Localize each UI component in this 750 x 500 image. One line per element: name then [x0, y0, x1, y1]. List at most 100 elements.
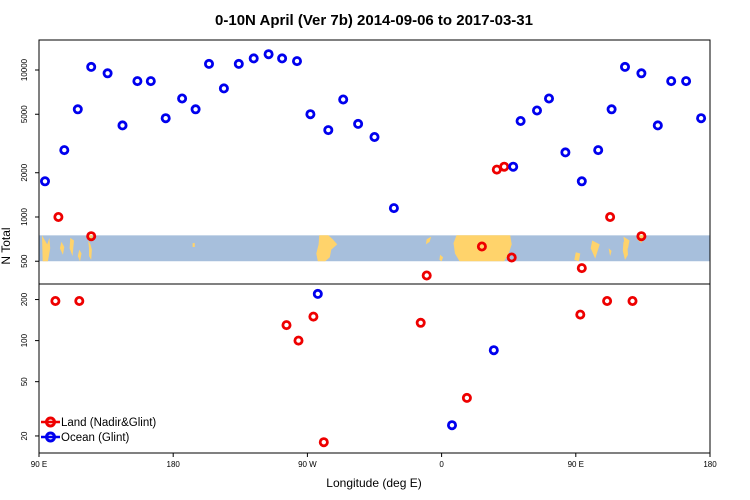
ocean-point [606, 104, 617, 115]
land-point [461, 392, 472, 403]
map-ocean-band [39, 235, 710, 262]
land-point [318, 437, 329, 448]
ocean-point [369, 131, 380, 142]
ocean-point [353, 118, 364, 129]
ocean-point [145, 76, 156, 87]
map-land-shape [439, 254, 444, 262]
legend-ocean-marker [45, 431, 56, 443]
ocean-point [620, 61, 631, 72]
land-point [605, 211, 616, 222]
y-tick-label: 2000 [20, 163, 29, 181]
x-tick-label: 0 [439, 460, 444, 469]
ocean-point [388, 203, 399, 214]
ocean-point [117, 120, 128, 131]
map-land-shape [622, 241, 628, 260]
ocean-point [515, 116, 526, 127]
y-tick-label: 1000 [20, 208, 29, 226]
map-land-shape [316, 235, 338, 262]
ocean-point [203, 58, 214, 69]
ocean-point [696, 113, 707, 124]
x-tick-label: 90 W [298, 460, 317, 469]
ocean-point [291, 56, 302, 67]
map-land-shape [590, 240, 600, 259]
land-point [293, 335, 304, 346]
land-point [575, 309, 586, 320]
ocean-point [218, 83, 229, 94]
land-point [86, 231, 97, 242]
ocean-point [312, 288, 323, 299]
y-tick-label: 100 [20, 333, 29, 347]
land-point [421, 270, 432, 281]
ocean-point [59, 145, 70, 156]
y-tick-label: 10000 [20, 58, 29, 81]
land-point [499, 161, 510, 172]
map-land-shape [574, 252, 581, 262]
legend-land-marker [45, 416, 56, 428]
map-land-shape [192, 243, 195, 247]
legend-land-label: Land (Nadir&Glint) [61, 417, 156, 429]
x-tick-label: 90 E [31, 460, 47, 469]
y-tick-label: 200 [20, 292, 29, 306]
chart-title: 0-10N April (Ver 7b) 2014-09-06 to 2017-… [215, 12, 533, 29]
ocean-point [102, 68, 113, 79]
ocean-point [560, 147, 571, 158]
map-land-shape [69, 237, 74, 257]
inset-map [39, 235, 710, 262]
x-axis: 90 E 180 90 W 0 90 E 180 [31, 453, 717, 469]
ocean-point [305, 109, 316, 120]
data-points [40, 49, 707, 448]
ocean-point [190, 104, 201, 115]
map-land-shape [425, 236, 432, 245]
map-land-shape [77, 249, 82, 262]
plot-frame [38, 39, 711, 454]
ocean-point [593, 145, 604, 156]
ocean-point [263, 49, 274, 60]
ocean-point [86, 61, 97, 72]
land-point [308, 311, 319, 322]
ocean-point [233, 58, 244, 69]
land-point [50, 295, 61, 306]
ocean-point [132, 76, 143, 87]
ocean-point [338, 94, 349, 105]
land-point [636, 231, 647, 242]
x-tick-label: 180 [703, 460, 717, 469]
map-land-shape [453, 235, 512, 262]
ocean-point [532, 105, 543, 116]
y-tick-label: 5000 [20, 105, 29, 123]
land-point [506, 252, 517, 263]
ocean-point [508, 161, 519, 172]
legend: Land (Nadir&Glint) Ocean (Glint) [41, 416, 156, 444]
map-land-shape [59, 241, 65, 255]
legend-ocean-label: Ocean (Glint) [61, 432, 130, 444]
ocean-point [248, 53, 259, 64]
ocean-point [681, 76, 692, 87]
y-axis: 20 50 100 200 500 1000 2000 5000 10000 [20, 58, 39, 440]
land-point [415, 317, 426, 328]
land-point [476, 241, 487, 252]
ocean-point [576, 176, 587, 187]
map-land-shape [88, 240, 92, 260]
y-tick-label: 500 [20, 254, 29, 268]
y-tick-label: 50 [20, 377, 29, 386]
land-point [602, 295, 613, 306]
land-point [74, 295, 85, 306]
ocean-point [160, 113, 171, 124]
x-axis-label: Longitude (deg E) [326, 476, 421, 490]
ocean-point [72, 104, 83, 115]
ocean-point [544, 93, 555, 104]
map-land-shape [608, 248, 612, 257]
x-tick-label: 90 E [568, 460, 584, 469]
land-point [576, 263, 587, 274]
ocean-point [177, 93, 188, 104]
ocean-point [652, 120, 663, 131]
y-axis-label: N Total [0, 227, 13, 264]
land-point [53, 211, 64, 222]
x-tick-label: 180 [167, 460, 181, 469]
ocean-point [446, 420, 457, 431]
map-land-shape [88, 235, 93, 240]
ocean-point [40, 176, 51, 187]
map-land-shape [42, 235, 51, 262]
ocean-point [323, 125, 334, 136]
ocean-point [277, 53, 288, 64]
